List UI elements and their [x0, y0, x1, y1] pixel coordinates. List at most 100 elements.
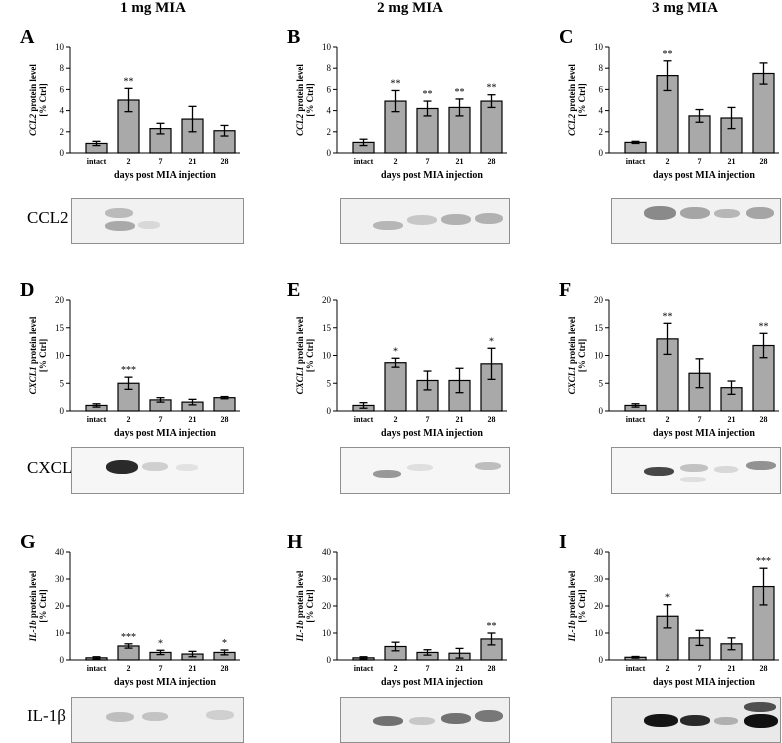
- y-tick-label: 20: [594, 295, 604, 305]
- x-tick-label: 21: [456, 415, 464, 424]
- significance-label: *: [393, 346, 398, 357]
- y-axis-label-gene: CCL2: [295, 112, 305, 136]
- x-tick-label: 7: [426, 415, 430, 424]
- x-tick-label: 2: [127, 664, 131, 673]
- y-tick-label: 0: [327, 655, 332, 665]
- y-axis-label-gene: IL-1b: [28, 618, 38, 642]
- y-axis-label-rest: protein level: [567, 570, 577, 618]
- blot-cxcl1-3mg: [611, 447, 781, 494]
- x-axis-label: days post MIA injection: [381, 677, 483, 688]
- x-axis-label: days post MIA injection: [114, 170, 216, 181]
- y-tick-label: 8: [60, 63, 65, 73]
- significance-label: *: [665, 593, 670, 604]
- panel-letter-g: G: [20, 531, 36, 553]
- y-tick-label: 20: [594, 601, 604, 611]
- blot-band: [644, 714, 678, 727]
- x-tick-label: 21: [728, 415, 736, 424]
- y-axis-label-unit: [% Ctrl]: [38, 339, 48, 372]
- significance-label: **: [759, 321, 769, 332]
- x-tick-label: 28: [760, 157, 768, 166]
- blot-band: [409, 717, 435, 725]
- x-tick-label: 2: [394, 415, 398, 424]
- significance-label: **: [423, 89, 433, 100]
- y-tick-label: 2: [60, 127, 65, 137]
- x-tick-label: 21: [189, 664, 197, 673]
- y-tick-label: 0: [327, 406, 332, 416]
- y-axis-label-unit: [% Ctrl]: [38, 83, 48, 116]
- blot-band: [138, 221, 160, 229]
- y-tick-label: 40: [322, 547, 332, 557]
- x-tick-label: intact: [626, 664, 646, 673]
- y-axis-label-unit: [% Ctrl]: [577, 339, 587, 372]
- x-tick-label: 28: [760, 664, 768, 673]
- y-tick-label: 0: [327, 148, 332, 158]
- x-tick-label: 7: [159, 157, 163, 166]
- blot-band: [744, 702, 776, 712]
- x-tick-label: 7: [698, 664, 702, 673]
- y-tick-label: 30: [322, 574, 332, 584]
- y-tick-label: 0: [599, 148, 604, 158]
- y-tick-label: 0: [599, 406, 604, 416]
- blot-cxcl1-2mg: [340, 447, 510, 494]
- significance-label: ***: [121, 365, 136, 376]
- y-axis-label-gene: IL-1b: [295, 618, 305, 642]
- x-tick-label: 28: [488, 664, 496, 673]
- blot-band: [714, 717, 738, 725]
- y-tick-label: 6: [327, 84, 332, 94]
- x-tick-label: intact: [354, 415, 374, 424]
- panel-letter-d: D: [20, 279, 34, 301]
- significance-label: ***: [121, 632, 136, 643]
- bar: [752, 72, 775, 154]
- blot-band: [746, 207, 774, 219]
- y-tick-label: 5: [599, 378, 604, 388]
- blot-band: [475, 213, 503, 224]
- y-axis-label-unit: [% Ctrl]: [38, 589, 48, 622]
- blot-ccl2-2mg: [340, 198, 510, 244]
- blot-band: [176, 464, 198, 471]
- x-tick-label: 28: [221, 157, 229, 166]
- y-axis-label-rest: protein level: [295, 570, 305, 618]
- bar: [213, 397, 236, 412]
- x-tick-label: 28: [221, 415, 229, 424]
- significance-label: **: [124, 76, 134, 87]
- y-tick-label: 15: [322, 323, 332, 333]
- y-axis-label-unit: [% Ctrl]: [305, 83, 315, 116]
- blot-band: [644, 206, 676, 220]
- blot-band: [373, 716, 403, 726]
- panel-letter-b: B: [287, 26, 300, 48]
- y-tick-label: 10: [55, 351, 65, 361]
- blot-band: [373, 470, 401, 478]
- column-title-2mg: 2 mg MIA: [377, 0, 443, 16]
- x-tick-label: 21: [456, 664, 464, 673]
- x-tick-label: 7: [159, 664, 163, 673]
- y-tick-label: 10: [322, 628, 332, 638]
- y-tick-label: 20: [322, 295, 332, 305]
- x-tick-label: 2: [666, 157, 670, 166]
- panel-letter-a: A: [20, 26, 35, 48]
- x-tick-label: 2: [666, 664, 670, 673]
- significance-label: **: [455, 87, 465, 98]
- y-axis-label-rest: protein level: [28, 64, 38, 112]
- y-axis-label: CCL2 protein level: [28, 64, 38, 136]
- y-axis-label-unit: [% Ctrl]: [305, 339, 315, 372]
- x-tick-label: intact: [87, 157, 107, 166]
- blot-band: [106, 460, 138, 474]
- x-axis-label: days post MIA injection: [114, 677, 216, 688]
- x-axis-label: days post MIA injection: [653, 428, 755, 439]
- row-label-cxcl1: CXCL1: [27, 458, 81, 477]
- x-tick-label: intact: [87, 415, 107, 424]
- x-tick-label: intact: [626, 415, 646, 424]
- x-tick-label: 21: [728, 664, 736, 673]
- y-tick-label: 2: [327, 127, 332, 137]
- x-tick-label: 2: [394, 664, 398, 673]
- x-tick-label: 7: [426, 157, 430, 166]
- x-axis-label: days post MIA injection: [653, 170, 755, 181]
- x-tick-label: 28: [221, 664, 229, 673]
- blot-band: [680, 477, 706, 482]
- bar: [480, 100, 503, 154]
- x-tick-label: 21: [456, 157, 464, 166]
- x-tick-label: 28: [488, 415, 496, 424]
- x-tick-label: 21: [728, 157, 736, 166]
- column-title-1mg: 1 mg MIA: [120, 0, 186, 16]
- x-tick-label: intact: [87, 664, 107, 673]
